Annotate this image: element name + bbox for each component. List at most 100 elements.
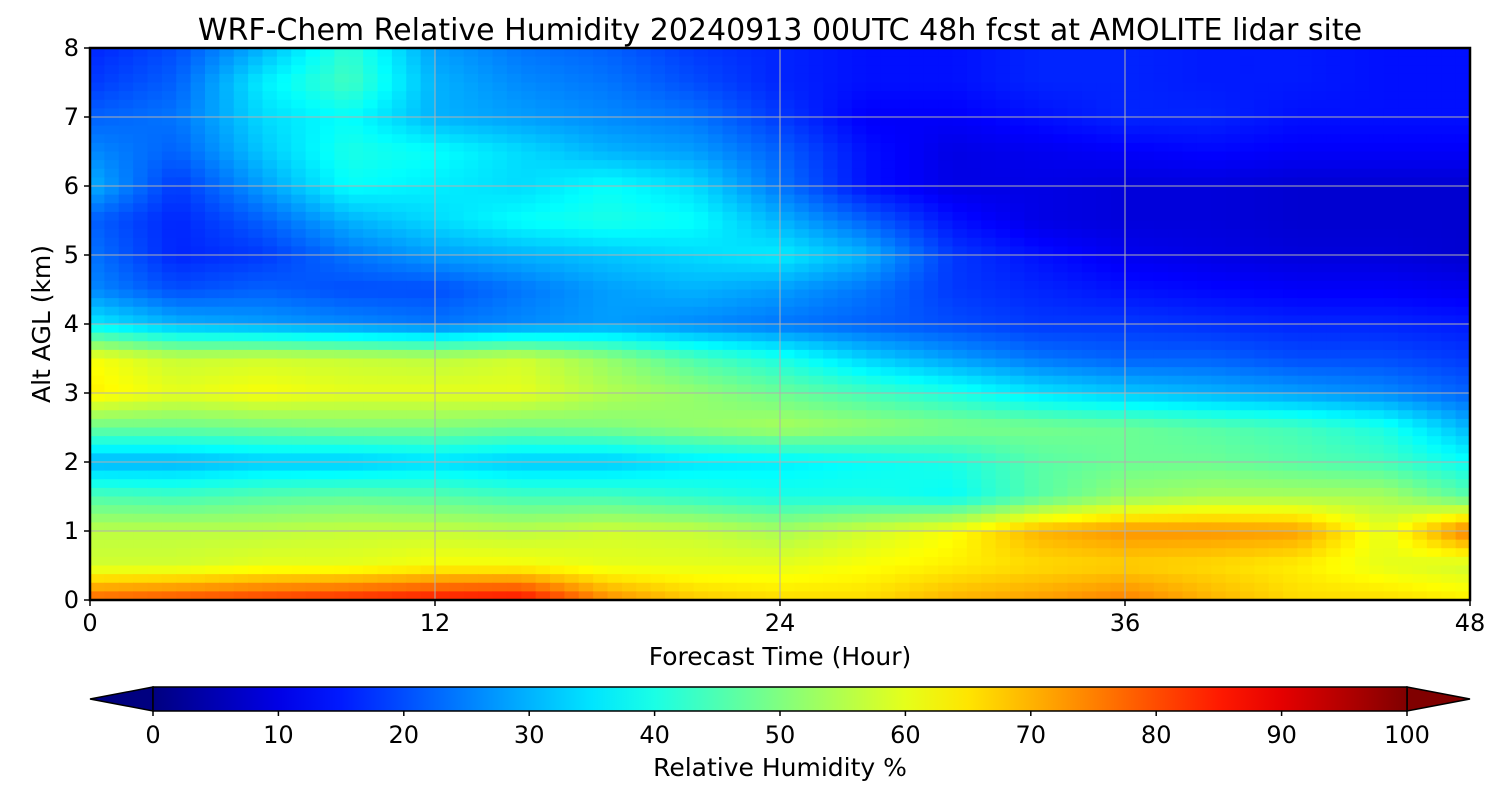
heatmap-cell <box>1268 211 1284 222</box>
heatmap-cell <box>851 237 867 247</box>
heatmap-cell <box>1355 125 1370 135</box>
heatmap-cell <box>435 194 450 204</box>
heatmap-cell <box>147 401 163 411</box>
heatmap-cell <box>751 108 767 118</box>
heatmap-cell <box>736 487 752 498</box>
heatmap-cell <box>176 263 192 273</box>
heatmap-cell <box>837 298 853 308</box>
heatmap-cell <box>176 255 192 265</box>
heatmap-cell <box>348 453 364 463</box>
heatmap-cell <box>708 418 724 429</box>
heatmap-cell <box>1369 384 1385 394</box>
heatmap-cell <box>708 393 724 403</box>
heatmap-cell <box>1153 125 1169 135</box>
heatmap-cell <box>233 125 249 135</box>
heatmap-cell <box>449 453 465 463</box>
heatmap-cell <box>1426 142 1442 153</box>
heatmap-cell <box>722 177 738 187</box>
heatmap-cell <box>665 220 680 230</box>
heatmap-cell <box>1311 108 1327 118</box>
heatmap-cell <box>693 375 709 385</box>
heatmap-cell <box>607 306 623 316</box>
heatmap-cell <box>104 410 120 420</box>
heatmap-cell <box>406 358 422 368</box>
heatmap-cell <box>650 263 666 273</box>
heatmap-cell <box>837 427 853 437</box>
heatmap-cell <box>219 56 235 66</box>
heatmap-cell <box>952 255 968 265</box>
heatmap-cell <box>952 194 968 204</box>
heatmap-cell <box>708 194 724 204</box>
heatmap-cell <box>851 324 867 334</box>
heatmap-cell <box>1441 367 1457 377</box>
heatmap-cell <box>492 142 508 153</box>
heatmap-cell <box>291 349 307 360</box>
heatmap-cell <box>506 91 522 101</box>
heatmap-cell <box>406 48 422 58</box>
heatmap-cell <box>161 298 177 308</box>
heatmap-cell <box>981 73 997 84</box>
heatmap-cell <box>1010 246 1025 256</box>
heatmap-cell <box>1383 375 1399 385</box>
heatmap-cell <box>665 194 680 204</box>
heatmap-cell <box>320 194 335 204</box>
heatmap-cell <box>435 125 450 135</box>
heatmap-cell <box>233 479 249 489</box>
heatmap-cell <box>291 289 307 299</box>
heatmap-cell <box>751 272 767 282</box>
heatmap-cell <box>205 99 220 109</box>
heatmap-cell <box>1139 393 1155 403</box>
heatmap-cell <box>1010 298 1025 308</box>
heatmap-cell <box>895 246 910 256</box>
heatmap-cell <box>334 436 350 446</box>
heatmap-cell <box>1268 418 1284 429</box>
heatmap-cell <box>1010 384 1025 394</box>
heatmap-cell <box>693 358 709 368</box>
heatmap-cell <box>880 349 896 360</box>
heatmap-cell <box>607 151 623 161</box>
heatmap-cell <box>808 168 824 178</box>
heatmap-cell <box>1081 91 1097 101</box>
heatmap-cell <box>1110 444 1126 454</box>
heatmap-cell <box>521 91 537 101</box>
heatmap-cell <box>995 401 1011 411</box>
heatmap-cell <box>1369 56 1385 66</box>
heatmap-cell <box>1326 470 1342 480</box>
heatmap-cell <box>823 418 839 429</box>
heatmap-cell <box>1225 56 1241 66</box>
heatmap-cell <box>291 56 307 66</box>
heatmap-cell <box>1297 324 1313 334</box>
heatmap-cell <box>780 186 795 196</box>
heatmap-cell <box>1398 177 1414 187</box>
heatmap-cell <box>808 65 824 75</box>
heatmap-cell <box>276 151 292 161</box>
heatmap-cell <box>1441 246 1457 256</box>
heatmap-cell <box>1254 470 1270 480</box>
heatmap-cell <box>564 229 580 239</box>
heatmap-cell <box>1383 48 1399 58</box>
heatmap-cell <box>851 117 867 127</box>
heatmap-cell <box>276 418 292 429</box>
heatmap-cell <box>679 65 695 75</box>
heatmap-cell <box>276 142 292 153</box>
heatmap-cell <box>535 48 551 58</box>
heatmap-cell <box>1168 237 1184 247</box>
heatmap-cell <box>665 211 680 222</box>
heatmap-cell <box>377 168 393 178</box>
heatmap-cell <box>1326 73 1342 84</box>
heatmap-cell <box>334 220 350 230</box>
heatmap-cell <box>1024 142 1040 153</box>
heatmap-cell <box>794 99 810 109</box>
heatmap-cell <box>1283 393 1299 403</box>
heatmap-cell <box>104 444 120 454</box>
heatmap-cell <box>190 229 206 239</box>
heatmap-cell <box>650 237 666 247</box>
heatmap-cell <box>736 237 752 247</box>
heatmap-cell <box>463 134 479 144</box>
heatmap-cell <box>521 263 537 273</box>
heatmap-cell <box>1412 384 1428 394</box>
heatmap-cell <box>233 48 249 58</box>
heatmap-cell <box>521 186 537 196</box>
heatmap-cell <box>463 470 479 480</box>
heatmap-cell <box>1211 65 1227 75</box>
